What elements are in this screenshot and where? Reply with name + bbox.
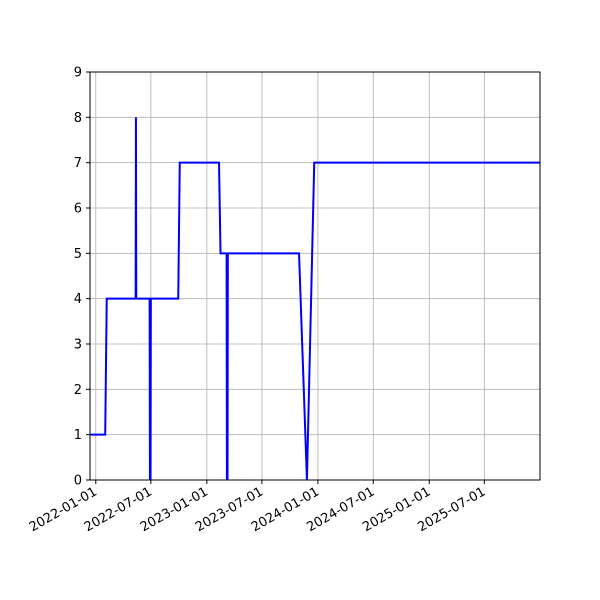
y-tick-label: 0	[74, 474, 82, 489]
y-tick-label: 6	[74, 202, 82, 217]
y-tick-label: 7	[74, 156, 82, 171]
grid	[90, 71, 540, 481]
y-axis: 0 1 2 3 4 5 6 7 8 9	[74, 66, 90, 489]
y-tick-label: 1	[74, 428, 82, 443]
y-tick-label: 4	[74, 292, 82, 307]
series-line	[90, 117, 540, 481]
y-tick-label: 9	[74, 66, 82, 81]
y-tick-label: 2	[74, 383, 82, 398]
y-tick-label: 8	[74, 111, 82, 126]
y-tick-label: 5	[74, 247, 82, 262]
plot-frame	[89, 71, 541, 481]
plot-area	[90, 72, 540, 480]
y-tick-label: 3	[74, 338, 82, 353]
x-axis: 2022-01-012022-07-012023-01-012023-07-01…	[27, 480, 488, 535]
